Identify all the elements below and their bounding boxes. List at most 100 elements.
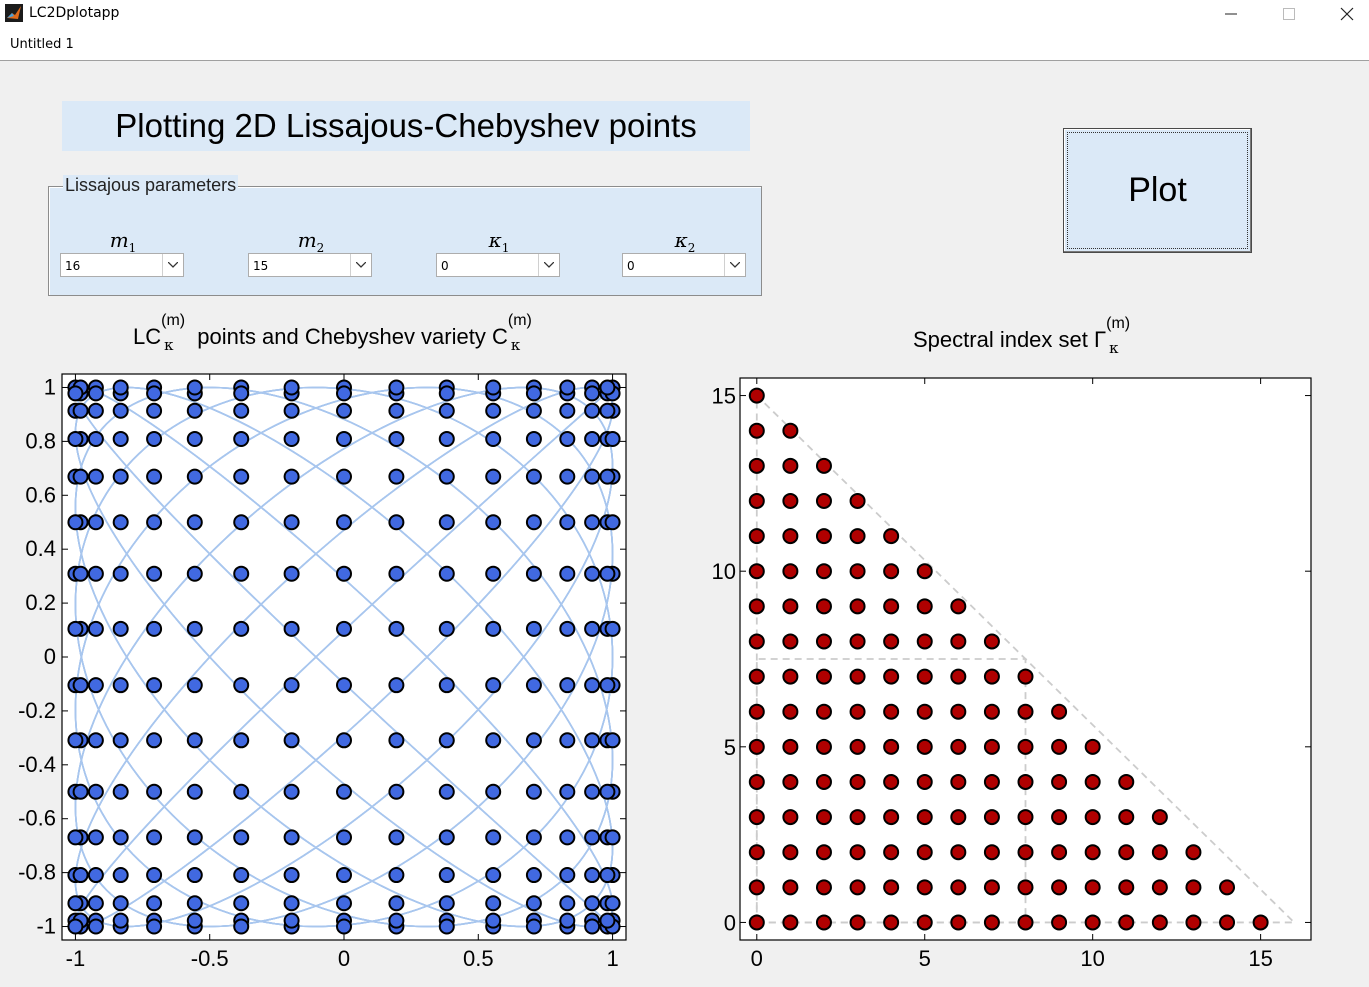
maximize-button[interactable] bbox=[1260, 0, 1318, 27]
lc-point bbox=[72, 468, 89, 485]
index-point bbox=[782, 598, 799, 615]
lc-point bbox=[559, 829, 576, 846]
lc-point bbox=[72, 565, 89, 582]
index-point bbox=[883, 703, 900, 720]
lc-point bbox=[112, 565, 129, 582]
lc-point bbox=[559, 912, 576, 929]
index-point bbox=[883, 598, 900, 615]
index-point bbox=[849, 773, 866, 790]
lissajous-parameters-panel bbox=[48, 186, 762, 296]
index-point bbox=[883, 914, 900, 931]
lc-point bbox=[584, 829, 601, 846]
lc-point bbox=[388, 565, 405, 582]
index-point bbox=[1151, 844, 1168, 861]
window-title: LC2Dplotapp bbox=[29, 5, 120, 21]
index-point bbox=[815, 879, 832, 896]
lc-point bbox=[604, 514, 621, 531]
lc-point bbox=[72, 783, 89, 800]
spectral-index-plot: 0 5 10 15 0 5 10 15 bbox=[712, 377, 1312, 970]
lc-point bbox=[67, 385, 84, 402]
m1-value: 16 bbox=[65, 259, 81, 273]
index-point bbox=[1051, 809, 1068, 826]
lc-point bbox=[604, 895, 621, 912]
menu-bar: Untitled 1 bbox=[0, 27, 1369, 61]
lc-point bbox=[438, 867, 455, 884]
index-point bbox=[883, 844, 900, 861]
lc-point bbox=[336, 895, 352, 912]
y-tick-label: -1 bbox=[36, 914, 56, 939]
lc-point bbox=[87, 430, 104, 447]
x-tick-label: 0.5 bbox=[463, 946, 494, 970]
index-point bbox=[1051, 773, 1068, 790]
lc-point bbox=[525, 895, 542, 912]
lc-point bbox=[87, 918, 104, 935]
lc-point bbox=[336, 867, 352, 884]
lc-point bbox=[599, 468, 616, 485]
lc-point bbox=[146, 918, 163, 935]
index-point bbox=[883, 738, 900, 755]
lc-point bbox=[485, 379, 502, 396]
chebyshev-curve bbox=[74, 386, 614, 928]
lc-point bbox=[599, 867, 616, 884]
menu-item-untitled[interactable]: Untitled 1 bbox=[10, 37, 74, 52]
lc-point bbox=[485, 468, 502, 485]
lc-point bbox=[584, 402, 601, 419]
lc-point bbox=[485, 867, 502, 884]
param-label-kappa1: κ1 bbox=[488, 228, 510, 255]
lc-point bbox=[525, 402, 542, 419]
lc-point bbox=[388, 677, 405, 694]
lc-point bbox=[336, 918, 352, 935]
index-point bbox=[916, 703, 933, 720]
lc-point bbox=[283, 867, 300, 884]
minimize-button[interactable] bbox=[1202, 0, 1260, 27]
lc-point bbox=[438, 402, 455, 419]
kappa1-dropdown[interactable]: 0 bbox=[436, 253, 560, 277]
lc-point bbox=[599, 783, 616, 800]
index-point bbox=[983, 668, 1000, 685]
index-point bbox=[849, 598, 866, 615]
lc-point bbox=[438, 468, 455, 485]
lc-point bbox=[186, 895, 203, 912]
index-point bbox=[849, 528, 866, 545]
index-point bbox=[782, 703, 799, 720]
m2-dropdown[interactable]: 15 bbox=[248, 253, 372, 277]
close-button[interactable] bbox=[1318, 0, 1369, 27]
lc-point bbox=[146, 620, 163, 637]
index-point bbox=[883, 563, 900, 580]
y-tick-label: -0.8 bbox=[18, 860, 56, 885]
lc-point bbox=[146, 677, 163, 694]
lc-point bbox=[233, 514, 250, 531]
lc-point bbox=[336, 620, 352, 637]
lc-point bbox=[438, 895, 455, 912]
lc-point bbox=[525, 867, 542, 884]
lc-point bbox=[525, 565, 542, 582]
y-tick-label: 0.6 bbox=[25, 482, 56, 507]
plot-border bbox=[739, 377, 1312, 941]
index-point bbox=[782, 492, 799, 509]
index-point bbox=[748, 563, 765, 580]
index-point bbox=[1017, 914, 1034, 931]
index-point bbox=[1219, 914, 1236, 931]
m1-dropdown[interactable]: 16 bbox=[60, 253, 184, 277]
lc-point bbox=[283, 402, 300, 419]
index-point bbox=[782, 563, 799, 580]
lc-point bbox=[146, 385, 163, 402]
lc-point bbox=[388, 895, 405, 912]
index-point bbox=[815, 598, 832, 615]
lc-point bbox=[146, 895, 163, 912]
lc-point bbox=[186, 430, 203, 447]
plot-area bbox=[62, 374, 626, 940]
kappa2-dropdown[interactable]: 0 bbox=[622, 253, 746, 277]
lc-point bbox=[186, 620, 203, 637]
index-point bbox=[782, 457, 799, 474]
lc-point bbox=[525, 620, 542, 637]
y-tick-label: 5 bbox=[724, 735, 736, 760]
index-point bbox=[748, 633, 765, 650]
lc-point bbox=[584, 867, 601, 884]
index-point bbox=[916, 598, 933, 615]
plot-button[interactable]: Plot bbox=[1063, 128, 1252, 253]
index-point bbox=[1185, 914, 1202, 931]
lc-point bbox=[388, 620, 405, 637]
index-point bbox=[849, 563, 866, 580]
lc-point bbox=[525, 829, 542, 846]
